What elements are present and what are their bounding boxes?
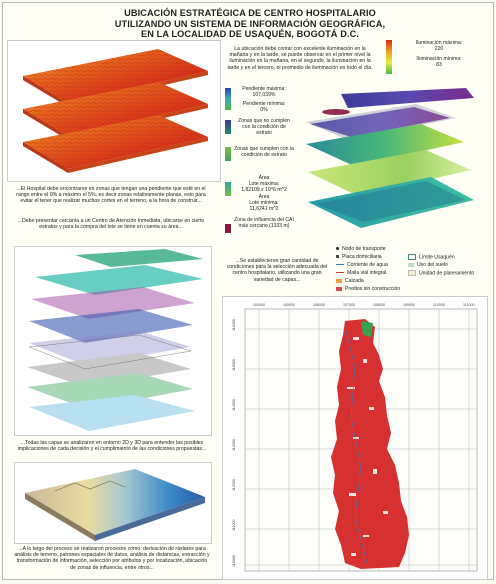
slope-min-value: 0%	[260, 107, 268, 113]
title-line-2: UTILIZANDO UN SISTEMA DE INFORMACIÓN GEO…	[114, 18, 386, 29]
x-tick-111000: 111000	[463, 303, 474, 307]
illumination-max-label: Iluminación máxima:	[415, 40, 463, 46]
y-tick-112000: 112000	[232, 479, 236, 491]
y-tick-113000: 113000	[232, 439, 236, 451]
slope-min-label: Pendiente mínima:	[242, 101, 286, 107]
slope-max-label: Pendiente máxima:	[242, 86, 286, 92]
land-use-icon	[408, 262, 414, 267]
no-meet-swatch	[225, 120, 231, 134]
planning-unit-icon	[408, 270, 416, 276]
illumination-max-value: 220	[434, 46, 444, 52]
influence-label: Zona de influencia del CAI más cercano (…	[234, 217, 294, 229]
no-meet-label: Zonas que no cumplen con la condición de…	[238, 118, 290, 136]
illumination-color-ramp	[386, 40, 392, 74]
title-line-1: UBICACIÓN ESTRATÉGICA DE CENTRO HOSPITAL…	[124, 8, 376, 18]
lot-area-title: Área	[258, 175, 270, 181]
terrain-3d-image	[25, 469, 205, 541]
x-tick-104000: 104000	[253, 303, 265, 307]
x-tick-108000: 108000	[373, 303, 385, 307]
x-tick-110000: 110000	[433, 303, 445, 307]
slope-3d-panel	[296, 82, 486, 242]
legend-item-vacant-lots: Predios sin construcción	[345, 286, 401, 292]
vacant-lots-icon	[336, 286, 342, 291]
x-tick-109000: 109000	[403, 303, 415, 307]
lot-min-value: 11,6241 m^2	[249, 206, 279, 212]
y-tick-114000: 114000	[232, 399, 236, 411]
map-legend: Nodo de transporte Placa domiciliaria Co…	[334, 246, 484, 296]
water-stream-icon	[336, 264, 344, 266]
y-tick-116000: 116000	[232, 319, 236, 331]
lot-max-label: Lote máxima:	[248, 181, 280, 187]
meet-swatch	[225, 147, 231, 161]
conditions-description: ...Se establecieron gran cantidad de con…	[226, 258, 328, 283]
legend-item-planning-unit: Unidad de planeamiento	[419, 270, 475, 277]
address-plate-icon	[336, 255, 339, 258]
illumination-min-label: Iluminación mínima:	[416, 56, 462, 62]
poster-title: UBICACIÓN ESTRATÉGICA DE CENTRO HOSPITAL…	[90, 8, 410, 40]
layers-analysis-description: ...Todas las capas se analizaron en ento…	[17, 440, 207, 453]
title-line-3: EN LA LOCALIDAD DE USAQUÉN, BOGOTÁ D.C.	[141, 29, 359, 39]
lot-min-label: Lote mínima:	[249, 200, 279, 206]
road-network-icon	[336, 272, 344, 274]
slope-description: ...El Hospital debe encontrarse en zonas…	[16, 186, 206, 205]
lot-area-title-2: Área	[258, 194, 270, 200]
y-tick-110000: 110000	[232, 555, 236, 567]
legend-item-land-use: Uso del suelo	[417, 262, 448, 268]
legend-item-address-plate: Placa domiciliaria	[342, 254, 382, 260]
location-map-canvas: 104000 105000 106000 107000 108000 10900…	[232, 303, 478, 572]
meet-label: Zonas que cumplen con la condición de es…	[234, 146, 294, 158]
legend-item-water-stream: Corriente de agua	[347, 262, 388, 268]
slope-color-ramp	[225, 88, 231, 110]
illumination-layers-image	[23, 49, 208, 173]
slope-layers-image	[306, 88, 474, 228]
legend-item-road-network: Malla vial integral	[347, 270, 387, 276]
y-tick-111000: 111000	[232, 520, 236, 531]
lot-max-value: 1,82109 x 10^6 m^2	[241, 187, 287, 193]
location-map: 104000 105000 106000 107000 108000 10900…	[222, 296, 488, 580]
legend-item-usaquen-boundary: Límite Usaquén	[419, 254, 455, 261]
lot-area-swatch	[225, 182, 231, 196]
process-description: ...A lo largo del proceso se realizaron …	[14, 546, 210, 571]
y-tick-115000: 115000	[232, 359, 236, 371]
slope-max-value: 107,039%	[252, 92, 276, 98]
legend-item-transport-node: Nodo de transporte	[342, 246, 386, 252]
x-tick-105000: 105000	[283, 303, 295, 307]
roadway-icon	[336, 278, 342, 283]
usaquen-locality-shape	[331, 319, 409, 569]
illumination-3d-panel	[7, 40, 221, 182]
legend-item-roadway: Calzada	[345, 278, 364, 284]
x-tick-106000: 106000	[313, 303, 325, 307]
influence-swatch	[225, 224, 231, 233]
layers-2d3d-panel	[14, 246, 212, 436]
usaquen-boundary-icon	[408, 254, 416, 260]
cai-description: ...Debe presentar cercanía a un Centro d…	[17, 218, 205, 231]
water-stream-line	[344, 326, 368, 564]
green-zone-area	[361, 321, 373, 337]
layers-stack-image	[27, 249, 203, 431]
transport-node-icon	[336, 247, 339, 250]
terrain-3d-panel	[14, 462, 212, 544]
illumination-description: La ubicación debe contar con excelente i…	[227, 46, 373, 71]
x-tick-107000: 107000	[343, 303, 355, 307]
illumination-min-value: 83	[436, 62, 442, 68]
